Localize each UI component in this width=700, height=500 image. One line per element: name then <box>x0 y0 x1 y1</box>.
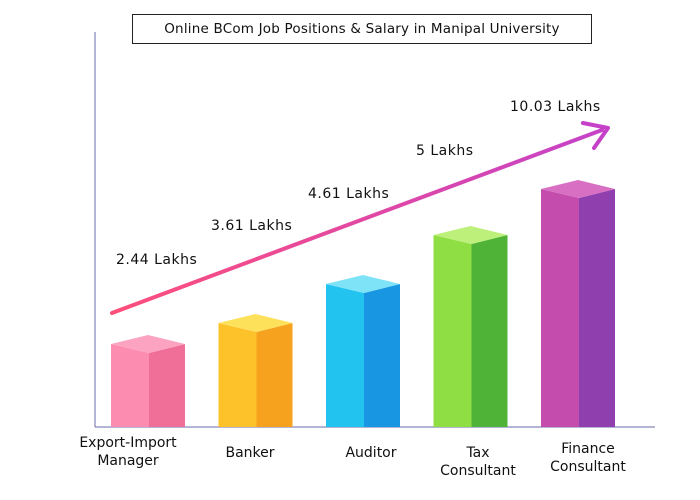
bar-top-face <box>433 226 508 244</box>
bar <box>111 335 185 427</box>
data-label: 5 Lakhs <box>416 143 474 159</box>
bar-front-face <box>218 323 257 427</box>
chart-title: Online BCom Job Positions & Salary in Ma… <box>132 14 592 44</box>
bar-top-face <box>541 180 615 198</box>
x-tick-label-line: Banker <box>225 445 275 461</box>
bar-side-face <box>149 344 185 427</box>
bar-side-face <box>471 235 508 427</box>
x-tick-label-line: Consultant <box>550 459 626 475</box>
bar-top-face <box>326 275 400 293</box>
data-label: 4.61 Lakhs <box>308 186 390 202</box>
bar <box>218 314 293 427</box>
bar-front-face <box>541 189 579 427</box>
bar-side-face <box>364 284 400 427</box>
trend-arrow-line <box>110 128 604 315</box>
x-tick-label: Finance Consultant <box>523 440 653 476</box>
bar <box>326 275 400 427</box>
trend-arrow-head <box>581 121 610 150</box>
x-tick-label-line: Finance <box>561 441 615 457</box>
x-tick-label-line: Auditor <box>345 445 397 461</box>
x-tick-label-line: Export-Import <box>79 435 177 451</box>
x-tick-label-line: Consultant <box>440 463 516 479</box>
bar-front-face <box>326 284 364 427</box>
x-tick-label: Auditor <box>306 444 436 462</box>
data-label: 10.03 Lakhs <box>510 99 601 115</box>
bar <box>541 180 615 427</box>
trend-arrow <box>110 121 610 315</box>
data-label: 3.61 Lakhs <box>211 218 293 234</box>
x-tick-label: Export-Import Manager <box>63 434 193 470</box>
bar-top-face <box>111 335 185 353</box>
data-label: 2.44 Lakhs <box>116 252 198 268</box>
chart-bars <box>111 180 615 427</box>
x-tick-label-line: Manager <box>97 453 159 469</box>
bar-side-face <box>579 189 615 427</box>
x-tick-label: Tax Consultant <box>413 444 543 480</box>
bar-front-face <box>111 344 149 427</box>
x-tick-label-line: Tax <box>466 445 490 461</box>
bar-side-face <box>256 323 293 427</box>
bar-front-face <box>433 235 472 427</box>
x-tick-label: Banker <box>185 444 315 462</box>
bar-top-face <box>218 314 293 332</box>
bar <box>433 226 508 427</box>
